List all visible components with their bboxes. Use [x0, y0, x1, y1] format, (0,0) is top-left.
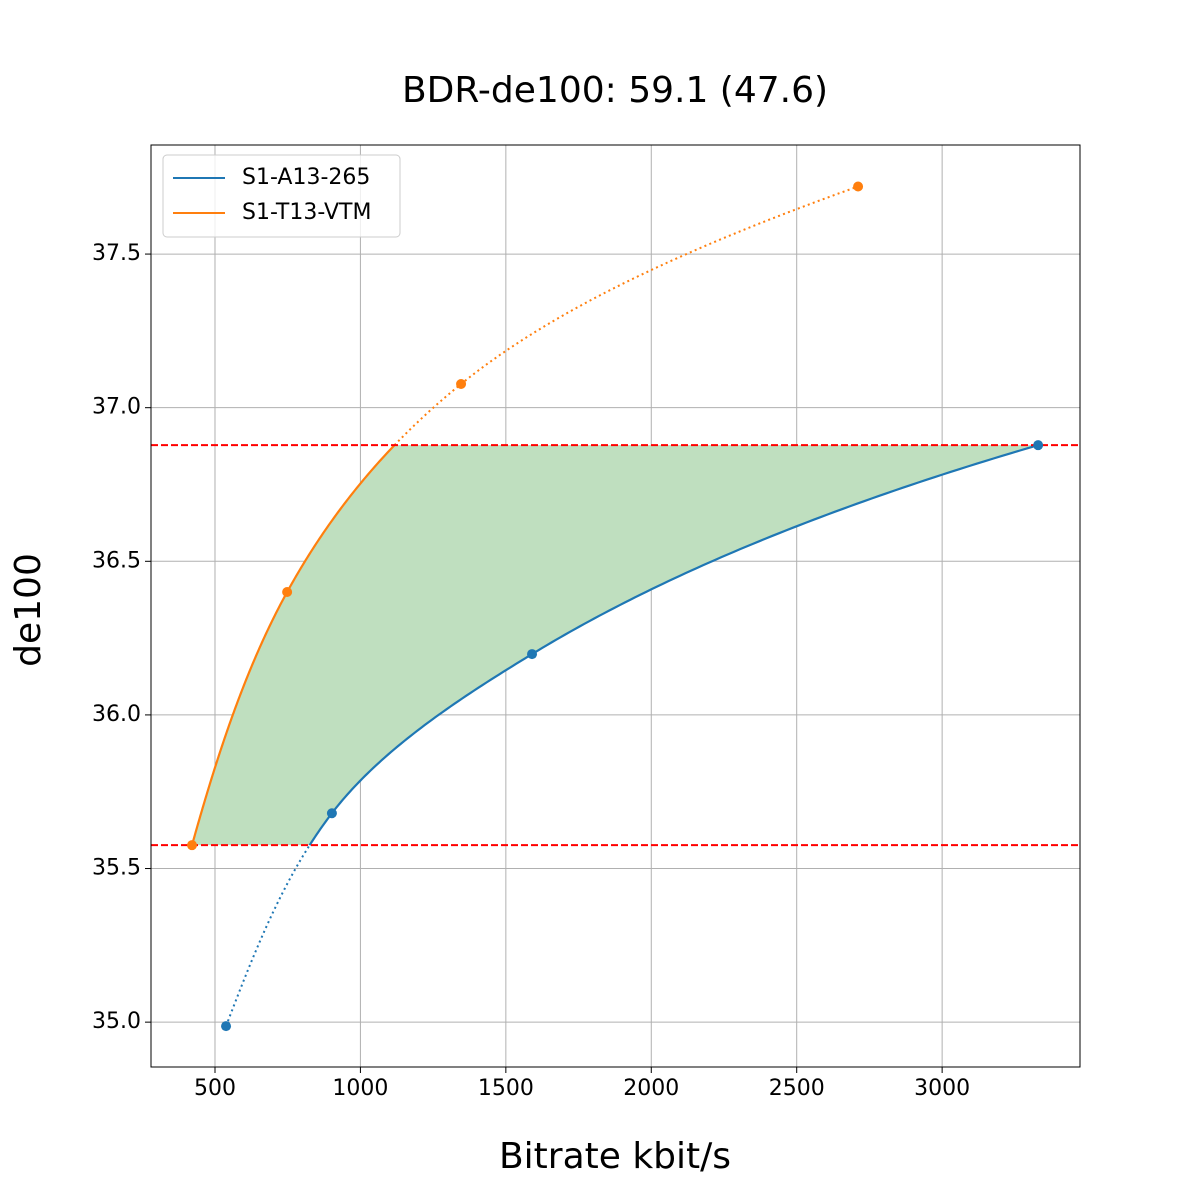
- x-tick-label: 1500: [478, 1076, 534, 1101]
- x-tick-label: 2000: [623, 1076, 679, 1101]
- fit-curve: [308, 444, 1039, 846]
- x-tick-label: 500: [194, 1076, 236, 1101]
- plot-frame: [150, 144, 1081, 1068]
- chart-title: BDR-de100: 59.1 (47.6): [402, 70, 828, 111]
- y-tick-label: 35.0: [92, 1009, 141, 1034]
- x-tick-label: 2500: [769, 1076, 825, 1101]
- data-point: [187, 840, 198, 851]
- y-tick-label: 37.5: [92, 241, 141, 266]
- y-tick-label: 35.5: [92, 856, 141, 881]
- legend-label: S1-T13-VTM: [242, 200, 371, 225]
- legend-box: [162, 154, 401, 238]
- x-axis-label: Bitrate kbit/s: [499, 1136, 731, 1177]
- legend-label: S1-A13-265: [242, 165, 370, 190]
- bdr-area: [192, 445, 1039, 846]
- data-point: [1033, 440, 1044, 451]
- x-tick-label: 3000: [914, 1076, 970, 1101]
- fit-curve: [190, 444, 396, 846]
- data-point: [456, 379, 467, 390]
- fit-curve: [225, 844, 311, 1027]
- data-point: [853, 181, 864, 192]
- y-tick-label: 36.5: [92, 548, 141, 573]
- data-point: [527, 649, 538, 660]
- x-tick-label: 1000: [332, 1076, 388, 1101]
- data-point: [326, 808, 337, 819]
- data-point: [221, 1021, 232, 1032]
- legend: S1-A13-265 S1-T13-VTM: [162, 154, 401, 238]
- fit-curve: [393, 185, 859, 446]
- y-axis-label: de100: [8, 553, 49, 667]
- data-point: [282, 587, 293, 598]
- y-tick-label: 37.0: [92, 395, 141, 420]
- y-tick-label: 36.0: [92, 702, 141, 727]
